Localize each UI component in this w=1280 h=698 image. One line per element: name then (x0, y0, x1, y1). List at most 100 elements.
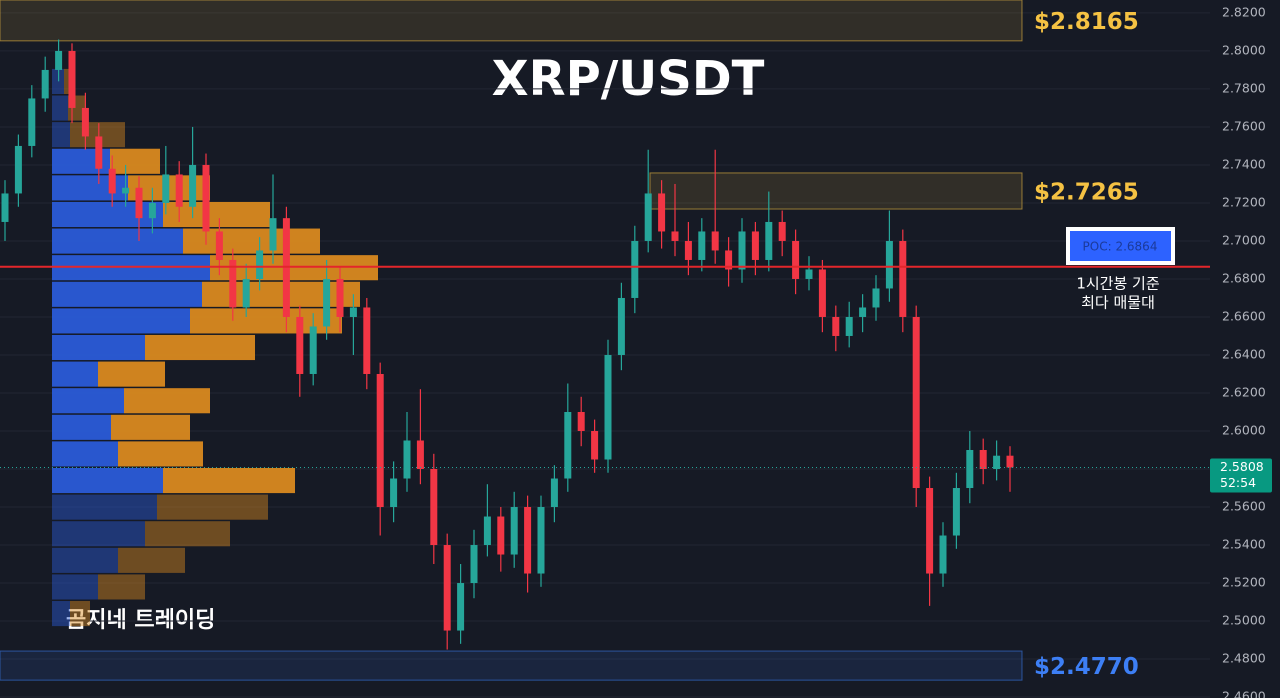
zone-label: $2.8165 (1034, 9, 1139, 35)
profile-sell (124, 388, 210, 414)
poc-box (1066, 227, 1175, 265)
candle-body (939, 535, 947, 574)
candle-body (95, 136, 103, 169)
candle-body (296, 316, 304, 374)
candle-body (859, 307, 867, 317)
profile-buy (52, 95, 68, 121)
candle-body (14, 145, 22, 194)
y-tick-label: 2.6600 (1222, 308, 1266, 323)
y-tick-label: 2.6000 (1222, 423, 1266, 438)
profile-buy (52, 122, 70, 148)
y-tick-label: 2.5600 (1222, 499, 1266, 514)
candle-body (403, 440, 411, 479)
profile-buy (52, 201, 163, 228)
candle-body (135, 187, 143, 219)
candle-body (242, 278, 250, 308)
candle-body (832, 316, 840, 336)
y-tick-label: 2.7800 (1222, 80, 1266, 95)
candle-body (416, 440, 424, 470)
candle-body (671, 231, 679, 241)
y-tick-label: 2.7400 (1222, 156, 1266, 171)
price-axis (1210, 0, 1280, 698)
candle-body (591, 431, 599, 460)
profile-buy (52, 494, 157, 520)
profile-buy (52, 361, 98, 387)
profile-buy (52, 334, 145, 361)
y-tick-label: 2.5400 (1222, 537, 1266, 552)
candle-body (818, 269, 826, 317)
candle-body (952, 488, 960, 536)
candle-body (323, 278, 331, 327)
candle-body (229, 259, 237, 308)
candle-body (604, 354, 612, 460)
profile-sell (110, 148, 160, 174)
y-tick-label: 2.5000 (1222, 613, 1266, 628)
y-tick-label: 2.8200 (1222, 4, 1266, 19)
candle-body (899, 240, 907, 317)
candle-body (537, 507, 545, 574)
candle-body (1006, 455, 1014, 468)
candle-body (175, 174, 183, 207)
y-tick-label: 2.5200 (1222, 575, 1266, 590)
y-tick-label: 2.4800 (1222, 651, 1266, 666)
candle-body (108, 168, 116, 194)
candle-body (309, 326, 317, 374)
candle-body (189, 164, 197, 207)
candle-body (269, 218, 277, 251)
profile-sell (98, 574, 145, 600)
zone-label: $2.7265 (1034, 179, 1139, 205)
candle-body (41, 69, 49, 99)
chart-title: XRP/USDT (492, 51, 765, 107)
y-tick-label: 2.6400 (1222, 346, 1266, 361)
candle-body (617, 297, 625, 355)
candle-body (872, 288, 880, 308)
zone (649, 172, 1023, 210)
candle-body (470, 545, 478, 584)
y-tick-label: 2.7000 (1222, 232, 1266, 247)
profile-sell (202, 281, 360, 307)
candle-body (751, 231, 759, 260)
profile-sell (145, 334, 255, 361)
last-price-label: 2.5808 (1220, 459, 1264, 474)
zone-label: $2.4770 (1034, 654, 1139, 680)
candle-body (698, 231, 706, 260)
profile-buy (52, 68, 64, 95)
candle-body (55, 50, 63, 70)
candle-body (577, 411, 585, 432)
profile-buy (52, 281, 202, 307)
candle-body (443, 545, 451, 631)
profile-sell (183, 228, 320, 254)
candle-body (28, 98, 36, 146)
y-tick-label: 2.6200 (1222, 384, 1266, 399)
candle-body (524, 507, 532, 574)
candle-body (162, 174, 170, 203)
profile-buy (52, 175, 128, 201)
candle-body (885, 240, 893, 289)
poc-label: POC: 2.6864 (1083, 240, 1158, 254)
profile-sell (145, 521, 230, 547)
candle-body (457, 583, 465, 631)
candle-body (376, 373, 384, 508)
profile-buy (52, 388, 124, 414)
candle-body (148, 202, 156, 219)
candle-body (912, 316, 920, 489)
profile-sell (163, 467, 295, 494)
last-price-box (1210, 458, 1272, 493)
candle-body (336, 278, 344, 317)
candle-body (966, 450, 974, 489)
candle-body (363, 307, 371, 374)
candle-body (926, 488, 934, 574)
profile-buy (52, 601, 70, 627)
profile-sell (190, 308, 342, 334)
candle-body (349, 307, 357, 317)
profile-buy (52, 574, 98, 600)
candle-body (644, 193, 652, 241)
profile-buy (52, 414, 111, 440)
candle-body (792, 240, 800, 279)
profile-sell (111, 414, 190, 440)
candle-body (497, 516, 505, 555)
candle-body (550, 478, 558, 508)
candle-body (430, 469, 438, 546)
